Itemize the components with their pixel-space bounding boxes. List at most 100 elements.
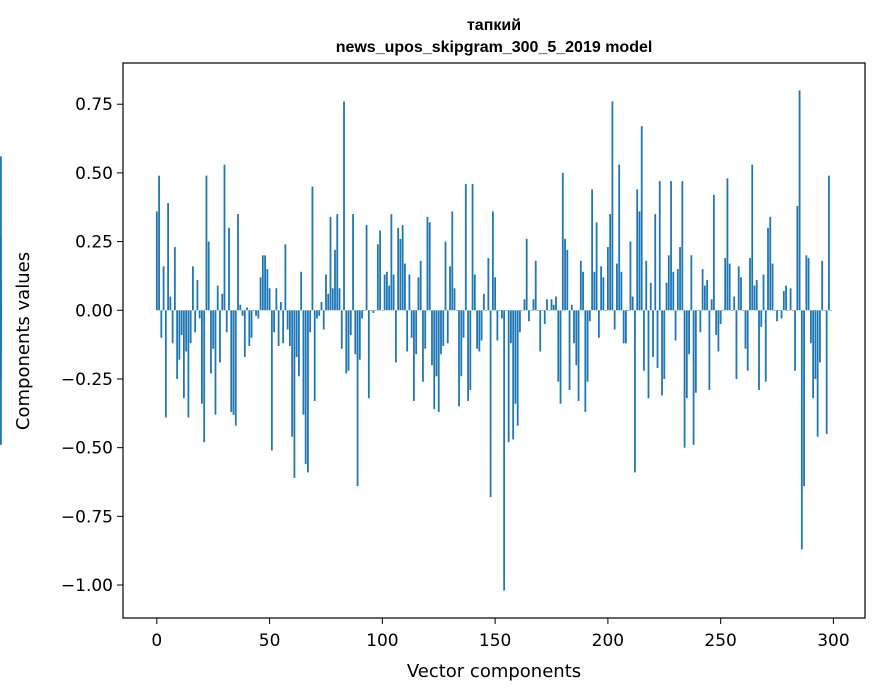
bar-209 xyxy=(627,310,630,311)
bar-15 xyxy=(189,310,192,344)
bar-273 xyxy=(771,263,774,311)
bar-249 xyxy=(717,310,720,352)
bar-91 xyxy=(361,310,363,319)
bar-205 xyxy=(618,164,621,311)
bar-85 xyxy=(347,310,350,371)
bar-123 xyxy=(433,310,436,410)
bar-291 xyxy=(812,310,815,399)
bar-178 xyxy=(557,310,560,382)
bar-290 xyxy=(809,310,812,344)
y-tick-label-2: 0.25 xyxy=(75,233,113,253)
bar-213 xyxy=(636,189,639,311)
bar-57 xyxy=(284,244,287,311)
bar-247 xyxy=(712,194,715,311)
bar-75 xyxy=(325,274,327,311)
bar-155 xyxy=(505,310,508,311)
bar-162 xyxy=(521,310,524,311)
bar-163 xyxy=(523,299,526,311)
bar-257 xyxy=(735,310,738,379)
bar-202 xyxy=(611,101,614,311)
bar-149 xyxy=(491,211,494,311)
bar-72 xyxy=(318,310,321,316)
bar-180 xyxy=(561,172,564,311)
bar-294 xyxy=(818,310,821,363)
bar-97 xyxy=(374,310,377,311)
bar-undefined xyxy=(0,310,2,316)
bar-159 xyxy=(514,310,517,404)
bar-69 xyxy=(311,186,314,311)
bar-225 xyxy=(663,310,666,379)
bar-42 xyxy=(250,310,253,338)
bar-230 xyxy=(674,310,677,341)
bar-295 xyxy=(821,260,824,311)
bar-203 xyxy=(613,310,616,330)
bar-145 xyxy=(482,293,485,311)
bar-272 xyxy=(769,216,772,311)
bar-267 xyxy=(758,310,760,390)
bar-199 xyxy=(604,310,607,311)
bar-28 xyxy=(219,310,221,363)
bar-266 xyxy=(755,280,758,311)
bar-54 xyxy=(277,310,280,346)
bar-165 xyxy=(528,310,530,322)
plot-frame xyxy=(122,62,866,619)
bar-13 xyxy=(185,310,188,352)
bar-278 xyxy=(782,291,785,311)
bar-154 xyxy=(503,310,506,591)
bar-190 xyxy=(584,310,587,412)
bar-299 xyxy=(830,310,833,311)
bar-232 xyxy=(679,247,681,311)
bar-112 xyxy=(408,274,411,311)
bar-268 xyxy=(760,310,763,327)
bar-88 xyxy=(354,310,357,355)
y-tick-label-0: 0.75 xyxy=(75,95,113,115)
bar-136 xyxy=(462,310,465,338)
bar-200 xyxy=(606,247,609,311)
bar-282 xyxy=(791,310,794,311)
bar-151 xyxy=(496,310,499,341)
bar-185 xyxy=(573,310,575,344)
x-axis-ticks: 0 50 100 150 200 250 300 xyxy=(151,618,850,651)
bar-33 xyxy=(230,310,233,412)
bar-204 xyxy=(616,263,618,311)
bar-187 xyxy=(577,310,580,401)
bar-137 xyxy=(464,183,467,311)
bar-25 xyxy=(212,310,215,349)
bar-216 xyxy=(643,310,645,371)
bar-181 xyxy=(564,238,566,311)
bar-144 xyxy=(480,310,483,341)
bar-series xyxy=(0,90,833,591)
bar-94 xyxy=(367,310,370,399)
bar-107 xyxy=(397,227,400,311)
bar-121 xyxy=(428,222,431,311)
bar-59 xyxy=(288,310,291,346)
x-tick-label-0: 0 xyxy=(151,631,162,651)
bar-279 xyxy=(785,285,787,311)
bar-194 xyxy=(593,271,596,311)
bar-109 xyxy=(401,225,404,311)
bar-8 xyxy=(173,247,176,311)
bar-218 xyxy=(647,310,650,399)
bar-117 xyxy=(419,260,422,311)
bar-222 xyxy=(656,310,659,368)
bar-96 xyxy=(372,310,375,314)
bar-67 xyxy=(307,310,309,473)
bar-52 xyxy=(273,310,275,333)
bar-265 xyxy=(753,285,756,311)
bar-122 xyxy=(431,310,433,366)
x-tick-label-150: 150 xyxy=(479,631,511,651)
bar-284 xyxy=(796,205,799,311)
bar-20 xyxy=(201,310,203,404)
bar-271 xyxy=(767,227,769,311)
bar-32 xyxy=(228,227,230,311)
bar-81 xyxy=(338,288,341,311)
bar-281 xyxy=(789,288,792,311)
bar-undefined xyxy=(0,310,2,352)
y-tick-label-5: −0.50 xyxy=(61,439,113,459)
bar-169 xyxy=(537,310,539,311)
bar-207 xyxy=(622,310,625,344)
bar-246 xyxy=(710,299,713,311)
bar-153 xyxy=(500,310,503,319)
y-tick-label-7: −1.00 xyxy=(61,576,113,596)
